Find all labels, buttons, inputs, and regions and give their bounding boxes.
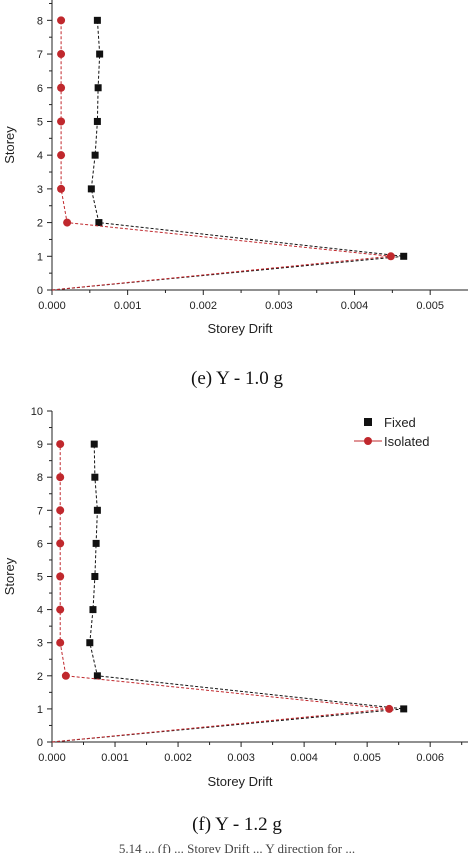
e-isolated-point xyxy=(57,117,66,126)
f-x-axis-label: Storey Drift xyxy=(207,774,272,789)
f-y-tick-label: 5 xyxy=(37,572,43,584)
f-x-tick-label: 0.003 xyxy=(227,752,255,764)
f-y-tick-label: 2 xyxy=(37,671,43,683)
f-x-tick-label: 0.006 xyxy=(416,752,444,764)
e-isolated-point xyxy=(63,218,72,227)
f-fixed-point xyxy=(86,639,94,647)
e-y-tick-label: 6 xyxy=(37,83,43,95)
f-y-axis-label: Storey xyxy=(2,557,17,595)
f-isolated-point xyxy=(56,440,65,449)
e-fixed-point xyxy=(96,50,104,58)
f-legend: Fixed Isolated xyxy=(354,415,430,449)
f-y-tick-label: 10 xyxy=(31,406,43,418)
e-y-axis-label: Storey xyxy=(2,126,17,164)
e-y-tick-label: 1 xyxy=(37,251,43,263)
f-fixed-point xyxy=(93,506,101,514)
e-fixed-point xyxy=(93,16,101,24)
f-x-tick-label: 0.000 xyxy=(38,752,66,764)
f-isolated-point xyxy=(61,671,70,680)
e-fixed-point xyxy=(91,151,99,159)
e-y-tick-label: 5 xyxy=(37,116,43,128)
f-series-isolated-line xyxy=(51,444,390,743)
f-x-tick-label: 0.004 xyxy=(290,752,318,764)
e-x-tick-label: 0.004 xyxy=(341,300,369,312)
e-y-tick-label: 0 xyxy=(37,285,43,297)
f-isolated-point xyxy=(56,506,65,515)
legend-fixed-marker xyxy=(364,418,372,426)
legend-isolated-marker xyxy=(364,437,372,445)
e-fixed-point xyxy=(94,84,102,92)
f-fixed-point xyxy=(93,672,101,680)
chart-e-y-1-0g: 0.000 0.001 0.002 0.003 0.004 0.005 0 1 2 3 4 5 6 7 8 S… xyxy=(2,0,468,336)
f-isolated-point xyxy=(56,638,65,647)
f-series-fixed-line xyxy=(51,444,404,743)
f-y-tick-label: 4 xyxy=(37,605,43,617)
legend-label-fixed: Fixed xyxy=(384,415,416,430)
f-x-tick-label: 0.005 xyxy=(353,752,381,764)
e-isolated-point xyxy=(57,184,66,193)
e-fixed-point xyxy=(400,252,408,260)
f-fixed-point xyxy=(91,573,99,580)
e-y-tick-label: 7 xyxy=(37,49,43,61)
f-y-tick-label: 8 xyxy=(37,472,43,484)
e-y-tick-label: 4 xyxy=(37,150,43,162)
e-x-tick-label: 0.000 xyxy=(38,300,66,312)
f-fixed-point xyxy=(92,539,100,547)
e-isolated-point xyxy=(57,50,66,59)
f-y-tick-label: 7 xyxy=(37,505,43,517)
f-fixed-point xyxy=(400,705,408,713)
e-isolated-point xyxy=(57,83,66,92)
e-series-fixed-line xyxy=(51,20,404,291)
e-y-tick-label: 2 xyxy=(37,218,43,230)
f-fixed-point xyxy=(89,606,97,614)
e-x-tick-label: 0.005 xyxy=(416,300,444,312)
f-x-tick-label: 0.002 xyxy=(164,752,192,764)
e-isolated-point xyxy=(57,151,66,160)
chart-f-caption: (f) Y - 1.2 g xyxy=(192,814,282,835)
f-y-tick-label: 1 xyxy=(37,704,43,716)
e-y-tick-label: 8 xyxy=(37,15,43,27)
e-fixed-point xyxy=(93,117,101,125)
f-isolated-point xyxy=(56,539,65,548)
cut-off-footnote: 5.14 ... (f) ... Storey Drift ... Y dire… xyxy=(119,841,355,853)
f-x-tick-label: 0.001 xyxy=(101,752,129,764)
chart-e-caption: (e) Y - 1.0 g xyxy=(191,368,283,389)
e-fixed-point xyxy=(87,185,95,193)
chart-f-y-1-2g: 0.000 0.001 0.002 0.003 0.004 0.005 0.006 0 1 2 3 4… xyxy=(2,406,468,789)
e-x-axis-label: Storey Drift xyxy=(207,321,272,336)
e-x-tick-label: 0.002 xyxy=(190,300,218,312)
e-x-tick-label: 0.003 xyxy=(265,300,293,312)
f-isolated-point xyxy=(56,605,65,614)
f-y-tick-label: 0 xyxy=(37,737,43,749)
e-x-tick-label: 0.001 xyxy=(114,300,142,312)
f-y-tick-label: 9 xyxy=(37,439,43,451)
legend-label-isolated: Isolated xyxy=(384,434,430,449)
f-fixed-point xyxy=(91,473,99,481)
f-y-tick-label: 3 xyxy=(37,638,43,650)
f-fixed-point xyxy=(90,440,98,448)
f-isolated-point xyxy=(56,572,65,581)
e-isolated-point xyxy=(386,252,395,261)
f-isolated-point xyxy=(56,473,65,482)
e-isolated-point xyxy=(57,16,66,25)
f-isolated-point xyxy=(385,704,394,713)
f-y-tick-label: 6 xyxy=(37,538,43,550)
e-y-tick-label: 3 xyxy=(37,184,43,196)
e-fixed-point xyxy=(95,219,103,227)
